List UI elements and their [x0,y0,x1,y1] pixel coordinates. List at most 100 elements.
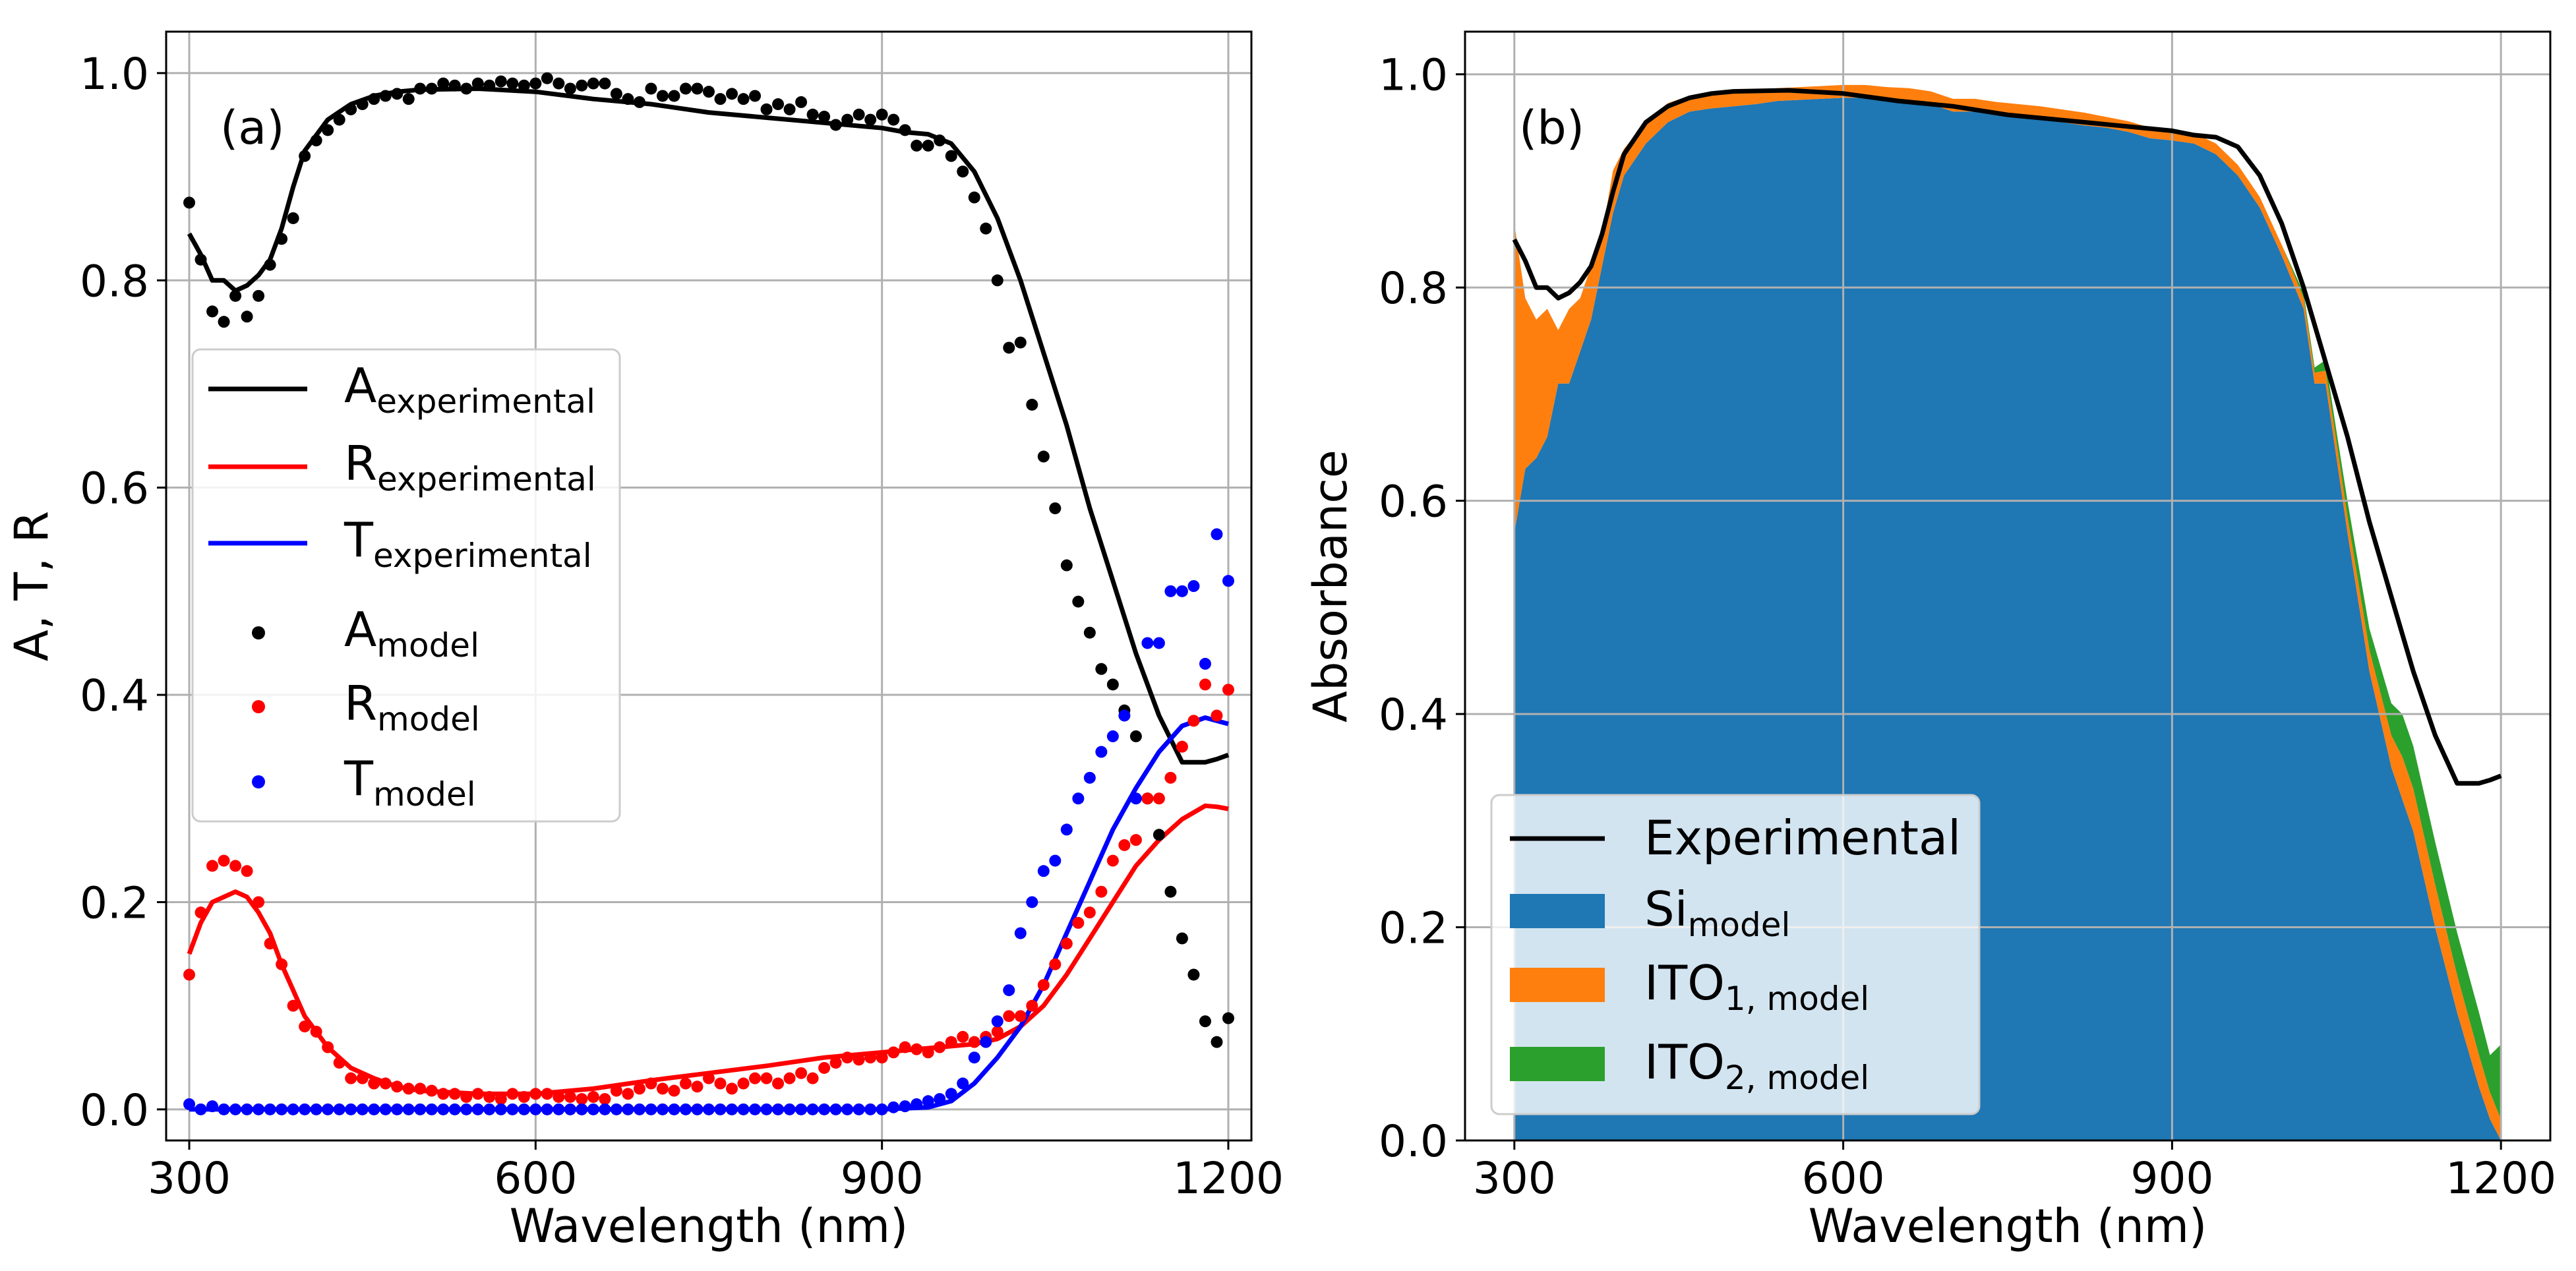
point-t-770 [726,1103,738,1115]
legend-label-a-model: Amodel [344,602,479,665]
point-t-950 [934,1093,946,1106]
point-r-1000 [991,1025,1003,1038]
point-r-1190 [1211,709,1223,722]
point-a-880 [853,108,865,121]
point-t-690 [633,1103,645,1115]
point-r-530 [448,1088,461,1100]
point-t-640 [576,1103,588,1115]
legend-marker-t [252,775,265,788]
point-a-760 [714,93,727,105]
point-r-690 [633,1082,645,1095]
legend-label-t-model: Tmodel [344,751,476,813]
point-r-810 [772,1077,785,1090]
ytick-label-1.0: 1.0 [1379,50,1448,101]
point-r-550 [471,1088,484,1100]
point-a-300 [183,196,196,209]
point-r-410 [310,1025,322,1038]
point-t-530 [448,1103,461,1115]
line-r-experimental [187,803,1229,1096]
point-a-1160 [1176,932,1188,945]
point-r-970 [957,1030,969,1043]
point-a-1010 [1003,341,1015,354]
xtick-label-1200: 1200 [2445,1153,2556,1204]
point-t-610 [541,1103,553,1115]
point-t-820 [783,1103,796,1115]
point-r-940 [922,1046,934,1059]
legend-label-experimental: Experimental [1644,810,1961,866]
point-r-850 [818,1061,831,1074]
point-a-780 [737,93,750,105]
point-r-1010 [1003,1010,1015,1022]
point-t-790 [749,1103,762,1115]
point-a-770 [726,88,738,100]
xtick-label-300: 300 [148,1153,231,1204]
legend-label-ito-2, model: ITO2, model [1644,1034,1869,1097]
legend-patch-ito-2 [1510,1047,1605,1081]
legend: Experimental Simodel ITO1, model ITO2, mode… [1490,794,1981,1115]
point-t-1160 [1176,585,1188,597]
point-r-1020 [1014,1010,1027,1022]
point-r-910 [887,1046,900,1059]
point-r-1070 [1072,916,1085,929]
point-a-530 [448,79,461,92]
point-t-900 [876,1103,888,1115]
point-t-430 [333,1103,345,1115]
point-r-860 [829,1057,842,1069]
point-a-720 [668,90,680,102]
point-t-910 [887,1101,900,1113]
scatter-t-model [183,528,1234,1115]
panel-label: (b) [1519,101,1584,155]
point-t-980 [968,1051,980,1064]
point-r-610 [541,1088,553,1100]
point-t-310 [195,1103,207,1115]
point-r-420 [322,1041,334,1053]
point-r-1200 [1222,684,1234,696]
point-a-340 [229,289,242,302]
legend-label-t-experimental: Texperimental [344,512,592,575]
point-a-630 [564,82,576,95]
point-t-870 [841,1103,854,1115]
point-r-750 [703,1072,715,1084]
point-r-680 [622,1088,634,1100]
legend-box [1490,794,1981,1115]
legend-label-r-model: Rmodel [344,676,480,738]
point-r-500 [414,1082,427,1095]
point-r-740 [691,1080,704,1093]
point-a-510 [425,82,438,95]
point-t-970 [957,1077,969,1090]
point-a-460 [368,93,380,105]
point-t-680 [622,1103,634,1115]
legend-label-a-experimental: Aexperimental [344,358,595,421]
point-t-1020 [1014,927,1027,939]
point-t-860 [829,1103,842,1115]
point-r-320 [206,860,219,872]
point-t-1100 [1106,730,1119,742]
point-t-590 [518,1103,530,1115]
point-r-300 [183,968,196,981]
point-a-680 [622,93,634,105]
point-a-420 [322,124,334,136]
point-r-780 [737,1077,750,1090]
point-t-760 [714,1103,727,1115]
point-r-1100 [1106,854,1119,867]
point-r-360 [253,896,265,908]
point-r-870 [841,1051,854,1064]
point-r-1180 [1199,678,1211,691]
point-t-1200 [1222,575,1234,587]
point-t-930 [911,1098,923,1110]
ytick-label-0.6: 0.6 [1379,477,1448,527]
point-a-540 [460,82,473,95]
xtick-label-600: 600 [1802,1153,1885,1204]
point-t-550 [471,1103,484,1115]
point-r-660 [599,1093,611,1106]
point-t-470 [379,1103,392,1115]
point-a-860 [829,119,842,131]
xtick-label-900: 900 [2130,1153,2213,1204]
point-a-740 [691,82,704,95]
point-r-1090 [1095,885,1108,898]
point-t-600 [529,1103,542,1115]
point-a-1080 [1083,626,1096,639]
point-t-480 [391,1103,404,1115]
xtick-label-900: 900 [841,1153,924,1204]
point-r-340 [229,860,242,872]
